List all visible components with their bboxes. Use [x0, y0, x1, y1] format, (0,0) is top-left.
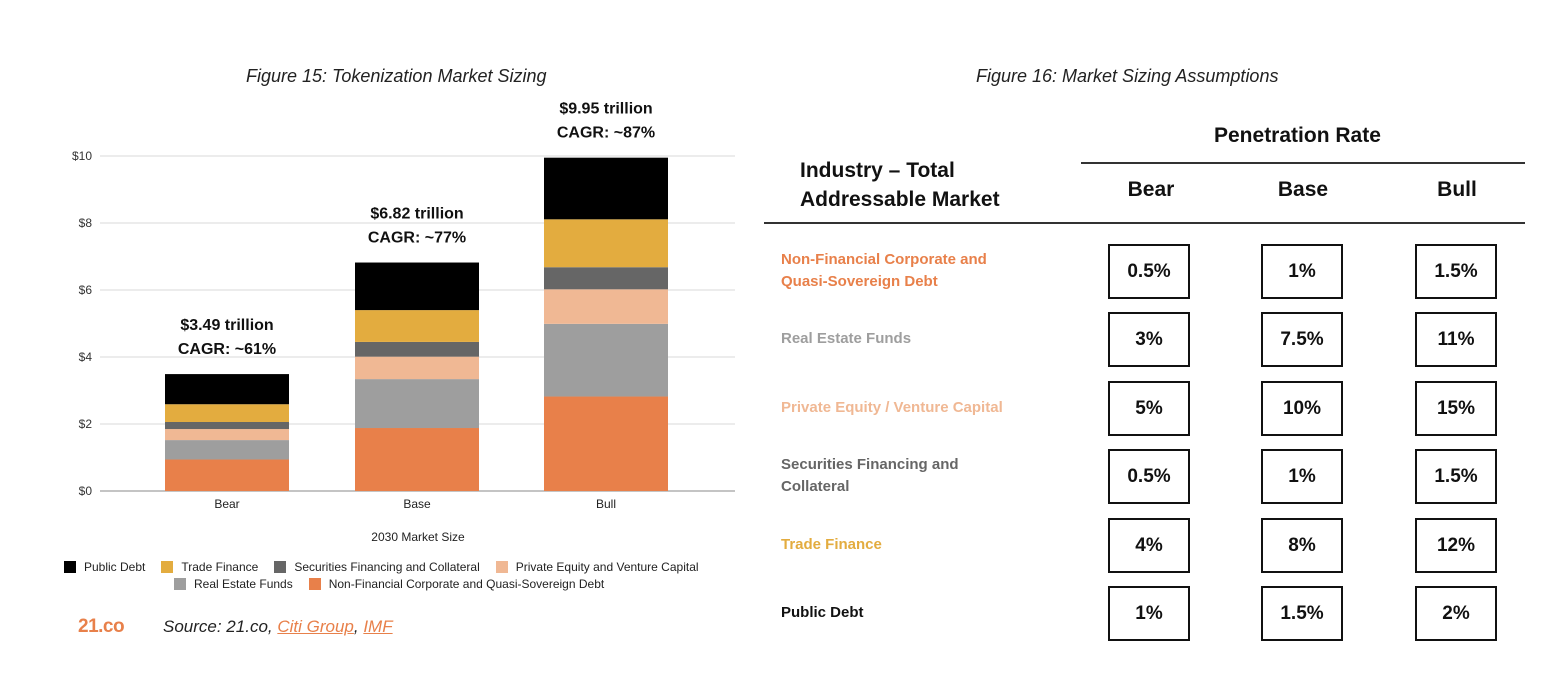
total-label: $6.82 trillion	[370, 206, 463, 223]
legend-item: Securities Financing and Collateral	[274, 559, 480, 574]
x-tick-label: Bull	[596, 497, 616, 511]
legend-swatch	[161, 560, 174, 573]
legend-label: Real Estate Funds	[194, 576, 293, 591]
legend-item: Private Equity and Venture Capital	[495, 559, 699, 574]
legend-label: Trade Finance	[181, 559, 259, 574]
bar-segment	[165, 440, 289, 460]
brand-logo: 21.co	[78, 616, 125, 637]
bar-segment	[544, 219, 668, 268]
legend-swatch	[64, 560, 76, 573]
y-tick-label: $4	[79, 350, 93, 364]
column-header-bear: Bear	[1127, 178, 1175, 201]
rate-cell: 4%	[1108, 518, 1190, 573]
source-note: Source: 21.co, Citi Group, IMF	[163, 617, 393, 637]
bar-segment	[355, 262, 479, 311]
industry-header: Industry – Total Addressable Market	[800, 159, 1000, 211]
bar-segment	[355, 356, 479, 380]
penetration-rate-header: Penetration Rate	[1214, 124, 1381, 147]
rate-cell: 3%	[1108, 312, 1190, 367]
bar-segment	[544, 267, 668, 290]
rate-cell: 5%	[1108, 381, 1190, 436]
bar-segment	[165, 429, 289, 441]
source-link-imf[interactable]: IMF	[363, 617, 393, 636]
bar-segment	[165, 421, 289, 430]
rate-cell: 7.5%	[1261, 312, 1343, 367]
bar-segment	[544, 289, 668, 324]
x-axis-title: 2030 Market Size	[371, 530, 465, 544]
row-label: Real Estate Funds	[781, 330, 912, 347]
legend-item: Trade Finance	[161, 560, 258, 574]
legend-swatch	[308, 577, 321, 590]
rate-cell: 1.5%	[1415, 244, 1497, 299]
rate-cell: 15%	[1415, 381, 1497, 436]
x-tick-label: Bear	[214, 497, 239, 511]
header-divider	[764, 222, 1525, 224]
rate-cell: 2%	[1415, 586, 1497, 641]
source-link-citi[interactable]: Citi Group	[277, 617, 354, 636]
legend-label: Securities Financing and Collateral	[294, 559, 480, 574]
rate-cell: 0.5%	[1108, 449, 1190, 504]
bar-segment	[544, 396, 668, 491]
bar-segment	[165, 459, 289, 491]
header-divider-top	[1081, 162, 1525, 164]
rate-cell: 1.5%	[1261, 586, 1343, 641]
rate-cell: 0.5%	[1108, 244, 1190, 299]
y-tick-label: $2	[79, 417, 93, 431]
legend-swatch	[495, 560, 508, 573]
bar-segment	[355, 310, 479, 342]
chart-legend-row-1: Public Debt Trade Finance Securities Finan…	[64, 558, 699, 575]
bar-segment	[355, 341, 479, 357]
y-tick-label: $8	[79, 216, 93, 230]
rate-cell: 1%	[1261, 244, 1343, 299]
figure-16-title: Figure 16: Market Sizing Assumptions	[976, 66, 1279, 86]
rate-cell: 12%	[1415, 518, 1497, 573]
total-label: $9.95 trillion	[559, 101, 652, 118]
x-tick-label: Base	[403, 497, 431, 511]
bar-segment	[544, 323, 668, 397]
column-header-base: Base	[1277, 178, 1329, 201]
row-label: Private Equity / Venture Capital	[781, 399, 1003, 416]
chart-legend-row-2: Real Estate Funds Non-Financial Corporate…	[174, 575, 604, 592]
cagr-label: CAGR: ~61%	[178, 341, 276, 358]
rate-cell: 1%	[1108, 586, 1190, 641]
legend-item: Real Estate Funds	[174, 577, 293, 591]
bar-segment	[165, 404, 289, 422]
stacked-bar-chart: $0 $2 $4 $6 $8 $10 Bear $3.49 trillion CAGR: ~61…	[72, 101, 735, 544]
rate-cell: 10%	[1261, 381, 1343, 436]
figure-15-title: Figure 15: Tokenization Market Sizing	[246, 66, 547, 86]
row-label: Public Debt	[781, 604, 864, 621]
rate-cell: 8%	[1261, 518, 1343, 573]
row-label: Non-Financial Corporate and Quasi-Sovere…	[781, 251, 987, 290]
rate-cell: 11%	[1415, 312, 1497, 367]
y-tick-label: $6	[79, 283, 93, 297]
row-label: Trade Finance	[781, 536, 882, 553]
y-tick-label: $0	[79, 484, 93, 498]
column-header-bull: Bull	[1437, 178, 1477, 201]
legend-label: Non-Financial Corporate and Quasi-Sovere…	[328, 576, 605, 591]
rate-cell: 1%	[1261, 449, 1343, 504]
bar-segment	[355, 379, 479, 429]
legend-item: Non-Financial Corporate and Quasi-Sovere…	[308, 576, 605, 591]
legend-label: Public Debt	[84, 559, 146, 574]
bar-segment	[544, 157, 668, 220]
bar-segment	[165, 374, 289, 405]
source-separator: ,	[353, 617, 364, 636]
legend-item: Public Debt	[64, 560, 145, 574]
row-label: Securities Financing and Collateral	[781, 456, 959, 495]
legend-swatch	[174, 577, 186, 590]
bar-segment	[355, 428, 479, 491]
rate-cell: 1.5%	[1415, 449, 1497, 504]
legend-swatch	[274, 560, 287, 573]
cagr-label: CAGR: ~87%	[557, 125, 655, 142]
y-tick-label: $10	[72, 149, 92, 163]
total-label: $3.49 trillion	[180, 317, 273, 334]
legend-label: Private Equity and Venture Capital	[515, 559, 699, 574]
cagr-label: CAGR: ~77%	[368, 230, 466, 247]
source-prefix: Source: 21.co,	[163, 617, 278, 636]
